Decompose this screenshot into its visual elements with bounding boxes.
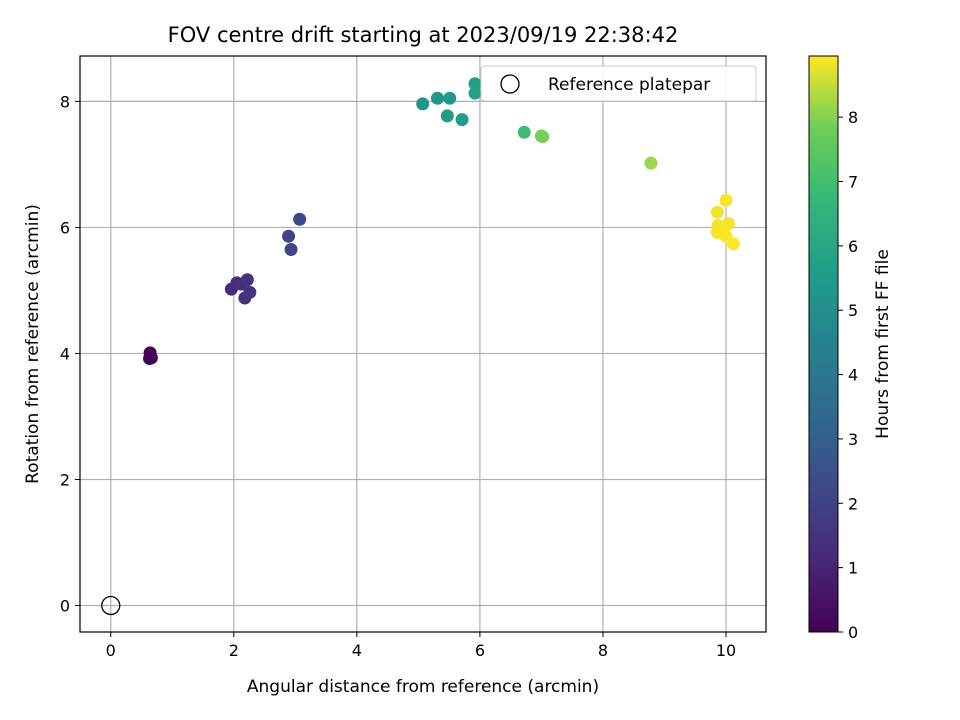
colorbar-tick-label: 1 — [848, 559, 858, 578]
reference-marker — [101, 595, 121, 616]
x-tick-label: 0 — [106, 641, 116, 660]
x-tick-label: 8 — [598, 641, 608, 660]
data-point — [416, 97, 430, 111]
data-points — [143, 77, 740, 365]
y-tick-label: 6 — [60, 218, 70, 237]
colorbar — [808, 55, 839, 633]
legend: Reference platepar — [480, 65, 757, 102]
y-tick-label: 2 — [60, 470, 70, 489]
x-tick-label: 4 — [352, 641, 362, 660]
chart-title: FOV centre drift starting at 2023/09/19 … — [168, 23, 679, 47]
data-point — [144, 351, 158, 365]
legend-box — [480, 65, 757, 102]
data-point — [440, 109, 454, 123]
legend-reference-marker — [500, 74, 520, 94]
data-point — [726, 237, 740, 251]
data-point — [468, 86, 482, 100]
data-point — [243, 285, 257, 299]
data-point — [293, 212, 307, 226]
reference-point — [101, 595, 121, 616]
data-point — [644, 156, 658, 170]
data-point — [282, 229, 296, 243]
data-point — [455, 113, 469, 127]
colorbar-tick-label: 7 — [848, 172, 858, 191]
legend-label: Reference platepar — [548, 75, 710, 95]
data-point — [468, 77, 482, 91]
colorbar-tick-label: 0 — [848, 623, 858, 642]
y-tick-label: 8 — [60, 92, 70, 111]
y-axis-label: Rotation from reference (arcmin) — [23, 204, 43, 484]
colorbar-tick-label: 5 — [848, 301, 858, 320]
colorbar-tick-label: 4 — [848, 366, 858, 385]
data-point — [719, 193, 733, 207]
x-axis-label: Angular distance from reference (arcmin) — [247, 677, 599, 697]
x-axis-ticks: 0 2 4 6 8 10 — [106, 632, 736, 660]
x-tick-label: 10 — [716, 641, 736, 660]
data-point — [517, 125, 531, 139]
colorbar-ticks: 0 1 2 3 4 5 6 7 8 — [838, 108, 858, 642]
colorbar-tick-label: 2 — [848, 494, 858, 513]
data-point — [430, 91, 444, 105]
data-point — [536, 130, 550, 144]
y-tick-label: 4 — [60, 344, 70, 363]
x-tick-label: 6 — [475, 641, 485, 660]
colorbar-tick-label: 3 — [848, 430, 858, 449]
colorbar-tick-label: 8 — [848, 108, 858, 127]
data-point — [240, 273, 254, 287]
grid-lines — [80, 56, 766, 632]
y-axis-ticks: 0 2 4 6 8 — [60, 92, 80, 616]
data-point — [443, 91, 457, 105]
data-point — [284, 242, 298, 256]
colorbar-label: Hours from first FF file — [873, 249, 893, 439]
data-point — [710, 205, 724, 219]
x-tick-label: 2 — [229, 641, 239, 660]
colorbar-tick-label: 6 — [848, 237, 858, 256]
plot-frame — [79, 55, 767, 633]
y-tick-label: 0 — [60, 597, 70, 616]
